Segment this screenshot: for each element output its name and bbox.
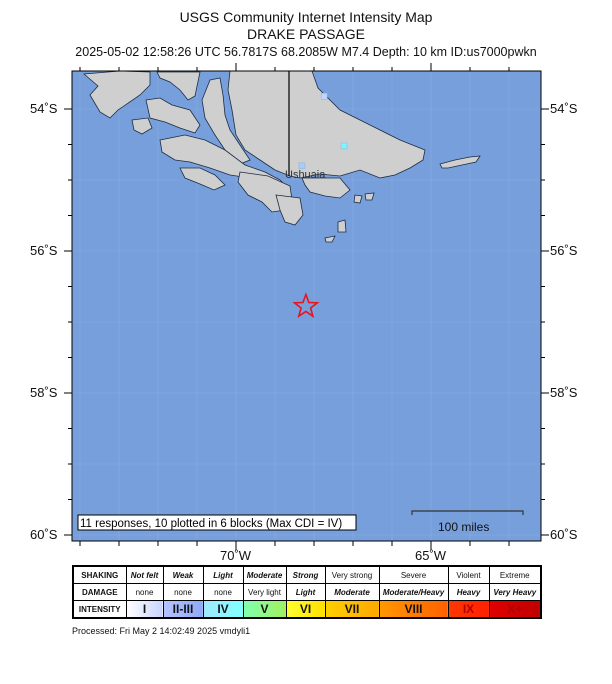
cdi-block	[320, 92, 328, 100]
damage-cell: Light	[285, 583, 326, 601]
shaking-cell: Strong	[285, 565, 326, 584]
intensity-legend: SHAKING Not felt Weak Light Moderate Strong Ve…	[72, 565, 542, 619]
lat-label-60-left: 60˚S	[30, 527, 58, 542]
damage-cell: Moderate	[324, 583, 380, 601]
row-label: DAMAGE	[72, 583, 127, 601]
shaking-cell: Not felt	[125, 565, 164, 584]
shaking-cell: Severe	[378, 565, 449, 584]
cdi-block	[340, 142, 348, 150]
damage-cell: Very light	[242, 583, 287, 601]
summary-box	[77, 514, 357, 531]
landmass	[364, 192, 375, 201]
intensity-row: INTENSITY I II-III IV V VI VII VIII IX X+	[72, 600, 542, 619]
landmass	[145, 97, 201, 134]
lat-label-58-right: 58˚S	[550, 385, 578, 400]
intensity-cell: I	[125, 600, 164, 619]
land	[83, 70, 481, 243]
lon-label-65: 65˚W	[415, 548, 447, 560]
lat-label-58-left: 58˚S	[30, 385, 58, 400]
intensity-cell: X+	[488, 600, 542, 619]
region-name: DRAKE PASSAGE	[246, 26, 365, 42]
shaking-cell: Light	[202, 565, 244, 584]
damage-cell: Very Heavy	[488, 583, 542, 601]
landmass	[439, 155, 481, 169]
damage-cell: Heavy	[447, 583, 490, 601]
shaking-cell: Weak	[162, 565, 204, 584]
intensity-cell: VII	[324, 600, 380, 619]
intensity-cell: IX	[447, 600, 490, 619]
intensity-map: Ushuaia 54˚S 56˚S 58˚S 60˚S 54˚S 56˚S 58…	[30, 63, 578, 560]
cdi-block	[298, 162, 306, 170]
lat-label-54-right: 54˚S	[550, 101, 578, 116]
intensity-cell: IV	[202, 600, 244, 619]
city-label: Ushuaia	[285, 169, 326, 181]
landmass	[301, 177, 351, 199]
event-info: 2025-05-02 12:58:26 UTC 56.7817S 68.2085…	[75, 45, 537, 59]
shaking-cell: Very strong	[324, 565, 380, 584]
map-title: USGS Community Internet Intensity Map	[179, 9, 433, 25]
lat-label-56-right: 56˚S	[550, 243, 578, 258]
lat-label-54-left: 54˚S	[30, 101, 58, 116]
scale-label: 100 miles	[438, 520, 489, 534]
shaking-cell: Violent	[447, 565, 490, 584]
landmass	[227, 70, 426, 179]
summary-text: 11 responses, 10 plotted in 6 blocks (Ma…	[80, 518, 342, 530]
cdi-blocks	[298, 92, 348, 170]
intensity-cell: VIII	[378, 600, 449, 619]
intensity-cell: II-III	[162, 600, 204, 619]
intensity-cell: V	[242, 600, 287, 619]
intensity-cell: VI	[285, 600, 326, 619]
damage-cell: Moderate/Heavy	[378, 583, 449, 601]
red-star-icon	[292, 292, 320, 319]
damage-cell: none	[202, 583, 244, 601]
landmass	[201, 77, 251, 165]
lon-label-70: 70˚W	[220, 548, 252, 560]
damage-cell: none	[125, 583, 164, 601]
landmass	[156, 71, 201, 101]
landmass	[337, 219, 347, 233]
landmass	[353, 194, 363, 204]
scale-bar	[411, 510, 524, 515]
row-label: INTENSITY	[72, 600, 127, 619]
shaking-cell: Moderate	[242, 565, 287, 584]
lat-label-60-right: 60˚S	[550, 527, 578, 542]
row-label: SHAKING	[72, 565, 127, 584]
lat-label-56-left: 56˚S	[30, 243, 58, 258]
landmass	[275, 194, 304, 226]
axis-ticks	[64, 63, 549, 550]
landmass	[83, 70, 151, 119]
damage-row: DAMAGE none none none Very light Light Moderat…	[72, 583, 542, 601]
landmass	[324, 235, 336, 243]
landmass	[179, 167, 226, 191]
landmass	[131, 117, 153, 135]
shaking-cell: Extreme	[488, 565, 542, 584]
processed-timestamp: Processed: Fri May 2 14:02:49 2025 vmdyl…	[72, 626, 251, 636]
damage-cell: none	[162, 583, 204, 601]
shaking-row: SHAKING Not felt Weak Light Moderate Strong Ve…	[72, 565, 542, 584]
